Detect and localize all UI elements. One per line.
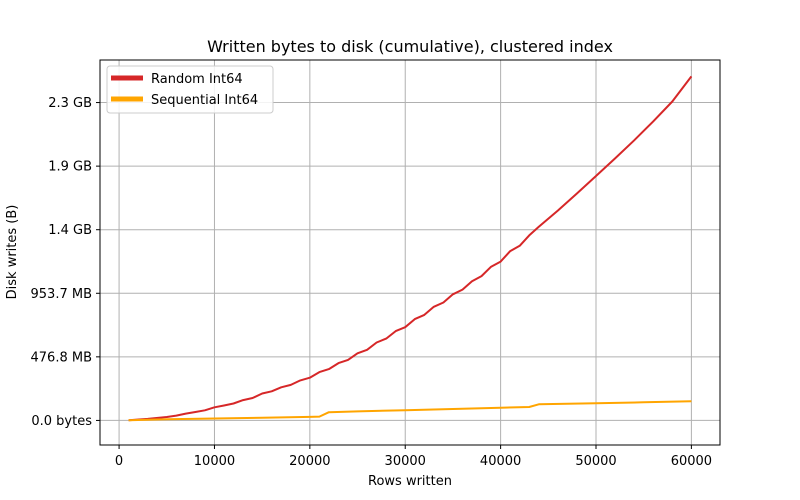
x-tick-label: 40000 bbox=[480, 454, 521, 469]
y-axis-title: Disk writes (B) bbox=[5, 205, 20, 300]
legend: Random Int64 Sequential Int64 bbox=[106, 65, 274, 114]
y-ticks: 0.0 bytes 476.8 MB 953.7 MB 1.4 GB 1.9 GB 2.3… bbox=[31, 96, 100, 429]
series-lines bbox=[128, 75, 693, 422]
x-tick-label: 50000 bbox=[575, 454, 616, 469]
plot-frame bbox=[99, 59, 721, 446]
series-line-random-int64 bbox=[128, 75, 693, 422]
x-tick-label: 30000 bbox=[385, 454, 426, 469]
series-line-sequential-int64 bbox=[128, 400, 692, 422]
x-tick-label: 10000 bbox=[194, 454, 235, 469]
legend-label-random: Random Int64 bbox=[151, 72, 243, 87]
y-tick-label: 1.4 GB bbox=[48, 223, 92, 238]
y-tick-label: 0.0 bytes bbox=[31, 414, 92, 429]
x-axis-title: Rows written bbox=[368, 474, 452, 489]
legend-label-sequential: Sequential Int64 bbox=[151, 93, 258, 108]
y-tick-label: 2.3 GB bbox=[48, 96, 92, 111]
grid bbox=[100, 60, 720, 445]
y-tick-label: 953.7 MB bbox=[31, 287, 92, 302]
x-tick-label: 60000 bbox=[671, 454, 712, 469]
chart-title: Written bytes to disk (cumulative), clus… bbox=[207, 37, 613, 56]
x-tick-label: 0 bbox=[115, 454, 123, 469]
y-tick-label: 476.8 MB bbox=[31, 350, 92, 365]
x-ticks: 0 10000 20000 30000 40000 50000 60000 bbox=[115, 445, 712, 469]
legend-box bbox=[106, 65, 274, 114]
y-tick-label: 1.9 GB bbox=[48, 160, 92, 175]
x-tick-label: 20000 bbox=[289, 454, 330, 469]
